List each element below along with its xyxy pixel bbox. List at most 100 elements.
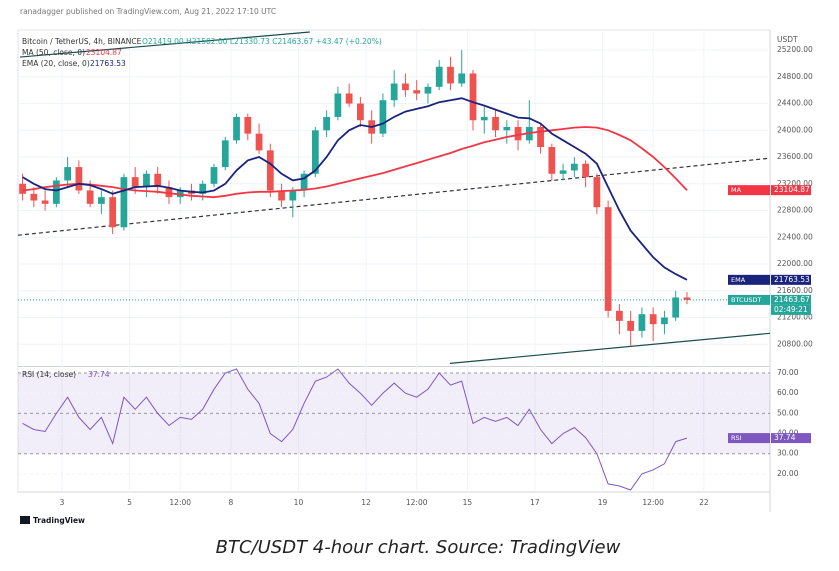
rsi-tick-label: 60.00: [777, 388, 799, 397]
candle-body: [447, 66, 454, 84]
plot: [17, 31, 771, 491]
x-tick-label: 10: [294, 498, 304, 507]
rsi-band: [18, 373, 770, 454]
candle-body: [593, 177, 601, 208]
x-tick-label: 3: [60, 498, 65, 507]
legend-ema-value: 21763.53: [90, 59, 126, 68]
candle-body: [672, 297, 680, 318]
candle-body: [64, 167, 71, 181]
axis-tag-name: BTCUSDT: [731, 296, 761, 304]
y-tick-label: 22400.00: [777, 232, 813, 241]
axis-tag-name: EMA: [731, 276, 746, 284]
candle-body: [492, 116, 499, 131]
chart-frame: [17, 29, 771, 493]
candle-body: [390, 83, 398, 101]
axis-tag-name: MA: [731, 186, 742, 194]
candle-body: [311, 130, 319, 174]
logo: TradingView: [33, 516, 85, 525]
candle-body: [221, 140, 229, 168]
x-tick-label: 12: [361, 498, 371, 507]
axis-tag-value-bg: [771, 433, 811, 444]
trendline: [449, 332, 771, 364]
axis-tag-value-bg: [771, 185, 811, 196]
chart-title: Bitcoin / TetherUS, 4h, BINANCE: [22, 37, 142, 46]
candle-body: [503, 126, 511, 131]
y-tick-label: 25200.00: [777, 45, 813, 54]
x-tick-label: 19: [598, 498, 608, 507]
countdown-bg: [771, 304, 811, 315]
y-tick-label: 23600.00: [777, 152, 813, 161]
caption: BTC/USDT 4-hour chart. Source: TradingVi…: [216, 537, 621, 558]
x-tick-label: 15: [463, 498, 473, 507]
candle-body: [537, 126, 544, 148]
candle-body: [379, 100, 387, 134]
indicator-line: [22, 97, 688, 281]
axis-tag-value: 21463.67: [774, 295, 810, 304]
candle-body: [661, 317, 668, 325]
axis-tag-value: 23104.87: [774, 185, 810, 194]
candle-body: [570, 163, 578, 171]
x-tick-label: 22: [699, 498, 709, 507]
x-tick-label: 5: [127, 498, 132, 507]
y-tick-label: 20800.00: [777, 339, 813, 348]
candle-body: [402, 83, 409, 91]
candle-body: [548, 147, 556, 174]
logo-icon: [20, 516, 30, 524]
candle-body: [424, 86, 432, 94]
legend-rsi-value: 37.74: [88, 370, 110, 379]
x-tick-label: 12:00: [169, 498, 191, 507]
ohlc: O21419.00 H21502.00 L21330.73 C21463.67 …: [142, 37, 382, 46]
indicator-line: [22, 126, 688, 199]
candle-body: [19, 183, 26, 194]
candle-body: [323, 116, 330, 131]
x-tick-label: 12:00: [406, 498, 428, 507]
rsi-line: [22, 368, 688, 491]
candle-body: [480, 116, 488, 121]
candle-body: [334, 93, 342, 117]
y-tick-label: 21600.00: [777, 286, 813, 295]
candle-body: [413, 90, 421, 94]
candle-body: [143, 173, 150, 188]
candle-body: [345, 93, 353, 104]
rsi-tick-label: 70.00: [777, 368, 799, 377]
x-tick-label: 17: [530, 498, 540, 507]
candle-body: [154, 173, 162, 188]
y-tick-label: 21200.00: [777, 313, 813, 322]
axis-tag-value-bg: [771, 274, 811, 285]
candle-body: [199, 183, 207, 194]
legend-ma: MA (50, close, 0): [22, 48, 85, 57]
candle-body: [627, 320, 635, 331]
candle-body: [41, 200, 49, 204]
axis-tag: [728, 274, 770, 285]
legend-rsi: RSI (14, close): [22, 370, 76, 379]
candle-body: [86, 190, 94, 204]
y-tick-label: 23200.00: [777, 179, 813, 188]
candle-body: [255, 133, 263, 151]
candle-body: [649, 314, 657, 325]
rsi-tick-label: 20.00: [777, 469, 799, 478]
candle-body: [514, 126, 522, 141]
candle-body: [435, 66, 443, 87]
candle-body: [683, 297, 691, 300]
x-tick-label: 12:00: [642, 498, 664, 507]
legend-ma-value: 23104.87: [86, 48, 122, 57]
y-tick-label: 24400.00: [777, 99, 813, 108]
rsi-tick-label: 50.00: [777, 408, 799, 417]
trendline: [19, 31, 310, 58]
candle-body: [210, 167, 218, 184]
candle-body: [604, 207, 612, 311]
y-tick-label: 22800.00: [777, 206, 813, 215]
candle-body: [616, 310, 623, 321]
candle-body: [289, 190, 297, 201]
x-tick-label: 8: [229, 498, 234, 507]
candle-body: [559, 170, 567, 174]
axis-tag-name: RSI: [731, 434, 742, 442]
y-tick-label: 24800.00: [777, 72, 813, 81]
rsi-tick-label: 30.00: [777, 449, 799, 458]
y-tick-label: 24000.00: [777, 125, 813, 134]
rsi-tick-label: 40.00: [777, 429, 799, 438]
candle-body: [582, 163, 589, 178]
axis-tag-value-bg: [771, 294, 811, 305]
